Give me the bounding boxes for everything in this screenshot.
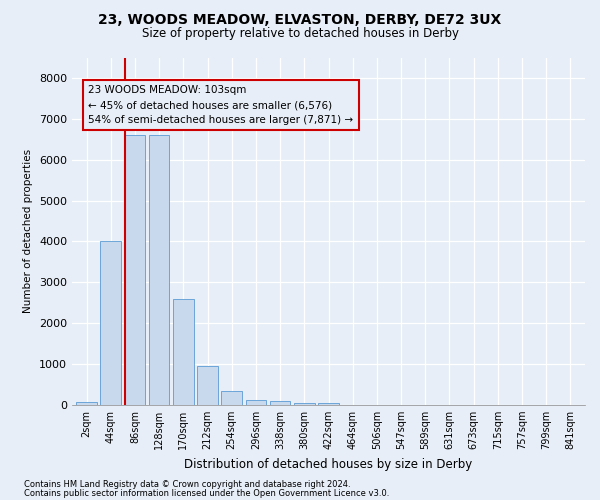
Text: Contains HM Land Registry data © Crown copyright and database right 2024.: Contains HM Land Registry data © Crown c… <box>24 480 350 489</box>
Bar <box>294 402 314 405</box>
X-axis label: Distribution of detached houses by size in Derby: Distribution of detached houses by size … <box>184 458 473 470</box>
Text: Contains public sector information licensed under the Open Government Licence v3: Contains public sector information licen… <box>24 488 389 498</box>
Bar <box>245 400 266 405</box>
Bar <box>318 403 339 405</box>
Bar <box>149 135 169 405</box>
Text: 23, WOODS MEADOW, ELVASTON, DERBY, DE72 3UX: 23, WOODS MEADOW, ELVASTON, DERBY, DE72 … <box>98 12 502 26</box>
Text: 23 WOODS MEADOW: 103sqm
← 45% of detached houses are smaller (6,576)
54% of semi: 23 WOODS MEADOW: 103sqm ← 45% of detache… <box>88 86 353 125</box>
Bar <box>76 402 97 405</box>
Y-axis label: Number of detached properties: Number of detached properties <box>23 149 34 314</box>
Bar <box>125 135 145 405</box>
Text: Size of property relative to detached houses in Derby: Size of property relative to detached ho… <box>142 28 458 40</box>
Bar <box>100 242 121 405</box>
Bar <box>221 390 242 405</box>
Bar <box>197 366 218 405</box>
Bar <box>173 298 194 405</box>
Bar <box>270 400 290 405</box>
